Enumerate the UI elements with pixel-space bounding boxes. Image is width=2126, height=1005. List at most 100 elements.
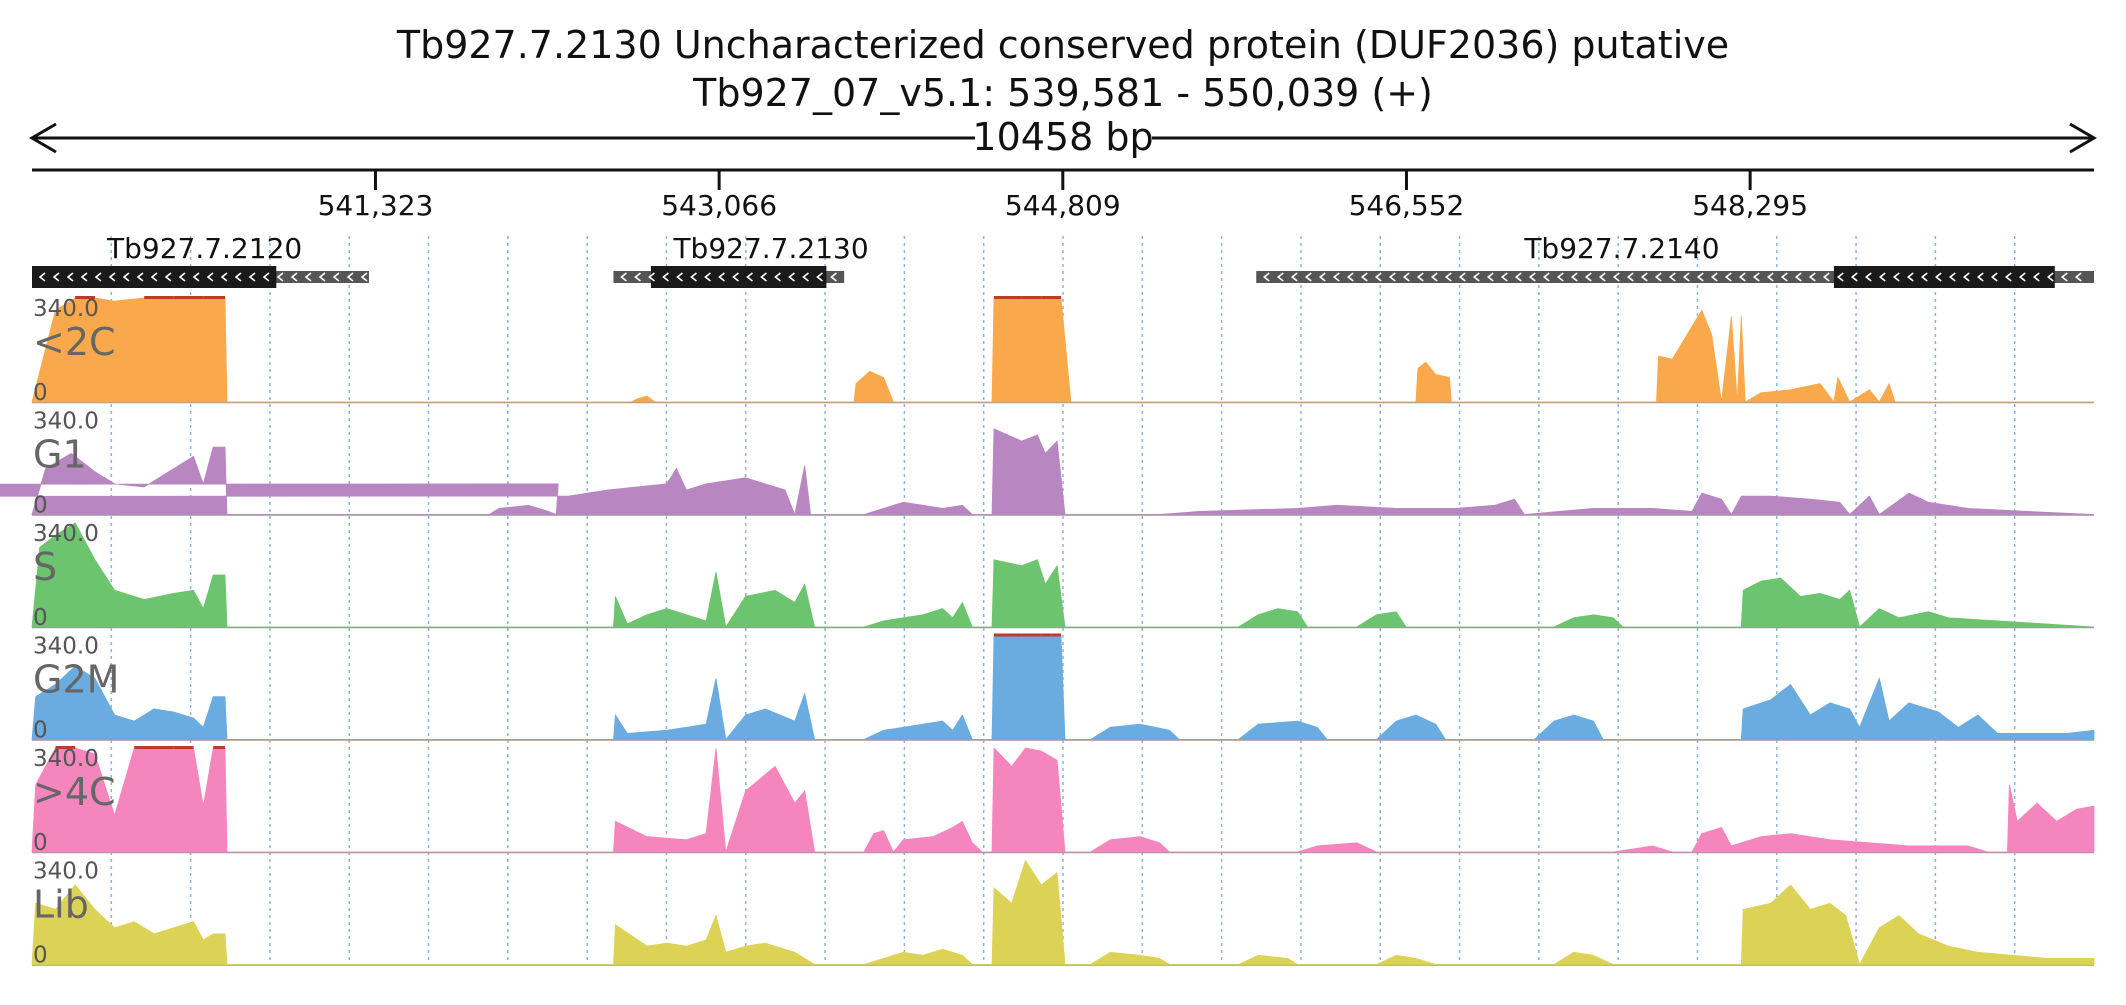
strand-chevron-icon <box>1640 272 1648 282</box>
track-zero-label: 0 <box>33 943 48 969</box>
strand-chevron-icon <box>1934 272 1942 282</box>
strand-chevron-icon <box>1612 272 1620 282</box>
clip-marker <box>993 296 1022 299</box>
strand-chevron-icon <box>732 272 739 282</box>
strand-chevron-icon <box>690 272 697 282</box>
arrow-left-icon <box>29 122 57 154</box>
strand-chevron-icon <box>704 272 711 282</box>
gene-cds <box>32 266 277 288</box>
strand-chevron-icon <box>2032 272 2040 282</box>
strand-chevron-icon <box>248 272 256 282</box>
strand-chevron-icon <box>1710 272 1718 282</box>
strand-chevron-icon <box>304 272 312 282</box>
strand-chevron-icon <box>1262 272 1270 282</box>
strand-chevron-icon <box>662 272 669 282</box>
clip-marker <box>1051 633 1062 637</box>
track-name-label: >4C <box>33 770 116 814</box>
gene-label: Tb927.7.2130 <box>672 232 868 265</box>
strand-chevron-icon <box>1528 272 1536 282</box>
strand-chevron-icon <box>80 272 88 282</box>
coverage-track-g1: 340.0 0 G1 <box>0 409 2095 519</box>
track-max-label: 340.0 <box>33 521 99 547</box>
gene-cds <box>650 266 827 288</box>
strand-chevron-icon <box>178 272 186 282</box>
strand-chevron-icon <box>1906 272 1914 282</box>
track-zero-label: 0 <box>33 718 48 744</box>
clip-marker <box>1041 296 1062 299</box>
strand-chevron-icon <box>1332 272 1340 282</box>
clip-marker <box>173 746 194 749</box>
coverage-track-2c: 340.0 0 <2C <box>31 296 2094 406</box>
strand-chevron-icon <box>1570 272 1578 282</box>
track-zero-label: 0 <box>33 830 48 856</box>
strand-chevron-icon <box>1836 272 1844 282</box>
gene-tb927-7-2140[interactable]: Tb927.7.2140 <box>1256 232 2094 288</box>
track-max-label: 340.0 <box>33 409 99 435</box>
track-name-label: S <box>33 545 57 589</box>
strand-chevron-icon <box>1374 272 1382 282</box>
strand-chevron-icon <box>1822 272 1830 282</box>
strand-chevron-icon <box>220 272 228 282</box>
strand-chevron-icon <box>94 272 102 282</box>
strand-chevron-icon <box>192 272 200 282</box>
coverage-area <box>31 297 2094 403</box>
track-zero-label: 0 <box>33 493 48 519</box>
strand-chevron-icon <box>830 272 837 282</box>
strand-chevron-icon <box>620 272 627 282</box>
track-name-label: Lib <box>33 883 89 927</box>
strand-chevron-icon <box>2046 272 2054 282</box>
strand-chevron-icon <box>276 272 284 282</box>
gene-tb927-7-2130[interactable]: Tb927.7.2130 <box>613 232 869 288</box>
arrow-right-icon <box>2069 122 2097 154</box>
coverage-track-4c: 340.0 0 >4C <box>31 746 2095 856</box>
strand-chevron-icon <box>108 272 116 282</box>
strand-chevron-icon <box>1500 272 1508 282</box>
clip-marker <box>55 746 76 749</box>
strand-chevron-icon <box>1864 272 1872 282</box>
coverage-area <box>31 747 2095 853</box>
strand-chevron-icon <box>1626 272 1634 282</box>
strand-chevron-icon <box>318 272 326 282</box>
ruler-tick-label: 544,809 <box>1005 189 1121 222</box>
track-zero-label: 0 <box>33 380 48 406</box>
ruler-tick-label: 548,295 <box>1692 189 1808 222</box>
gene-label: Tb927.7.2120 <box>106 232 302 265</box>
strand-chevron-icon <box>206 272 214 282</box>
strand-chevron-icon <box>1388 272 1396 282</box>
strand-chevron-icon <box>746 272 753 282</box>
strand-chevron-icon <box>1514 272 1522 282</box>
strand-chevron-icon <box>1654 272 1662 282</box>
strand-chevron-icon <box>150 272 158 282</box>
track-name-label: G2M <box>33 658 119 702</box>
coverage-area <box>31 859 2095 966</box>
track-max-label: 340.0 <box>33 296 99 322</box>
strand-chevron-icon <box>1402 272 1410 282</box>
strand-chevron-icon <box>1752 272 1760 282</box>
ruler-tick-label: 541,323 <box>318 189 434 222</box>
coverage-track-lib: 340.0 0 Lib <box>31 859 2095 969</box>
clip-marker <box>75 296 95 299</box>
strand-chevron-icon <box>1976 272 1984 282</box>
strand-chevron-icon <box>1458 272 1466 282</box>
strand-chevron-icon <box>1290 272 1298 282</box>
strand-chevron-icon <box>1598 272 1606 282</box>
strand-chevron-icon <box>1892 272 1900 282</box>
clip-marker <box>154 746 174 749</box>
gene-tb927-7-2120[interactable]: Tb927.7.2120 <box>32 232 369 288</box>
strand-chevron-icon <box>360 272 368 282</box>
clip-marker <box>173 296 204 299</box>
strand-chevron-icon <box>66 272 74 282</box>
strand-chevron-icon <box>648 272 655 282</box>
clip-marker <box>203 296 226 299</box>
strand-chevron-icon <box>788 272 795 282</box>
strand-chevron-icon <box>1556 272 1564 282</box>
strand-chevron-icon <box>634 272 641 282</box>
strand-chevron-icon <box>718 272 725 282</box>
coordinate-ruler: 541,323 543,066 544,809 546,552 548,295 <box>32 168 2094 222</box>
strand-chevron-icon <box>1962 272 1970 282</box>
gene-cds <box>1833 266 2055 288</box>
strand-chevron-icon <box>1584 272 1592 282</box>
strand-chevron-icon <box>38 272 46 282</box>
